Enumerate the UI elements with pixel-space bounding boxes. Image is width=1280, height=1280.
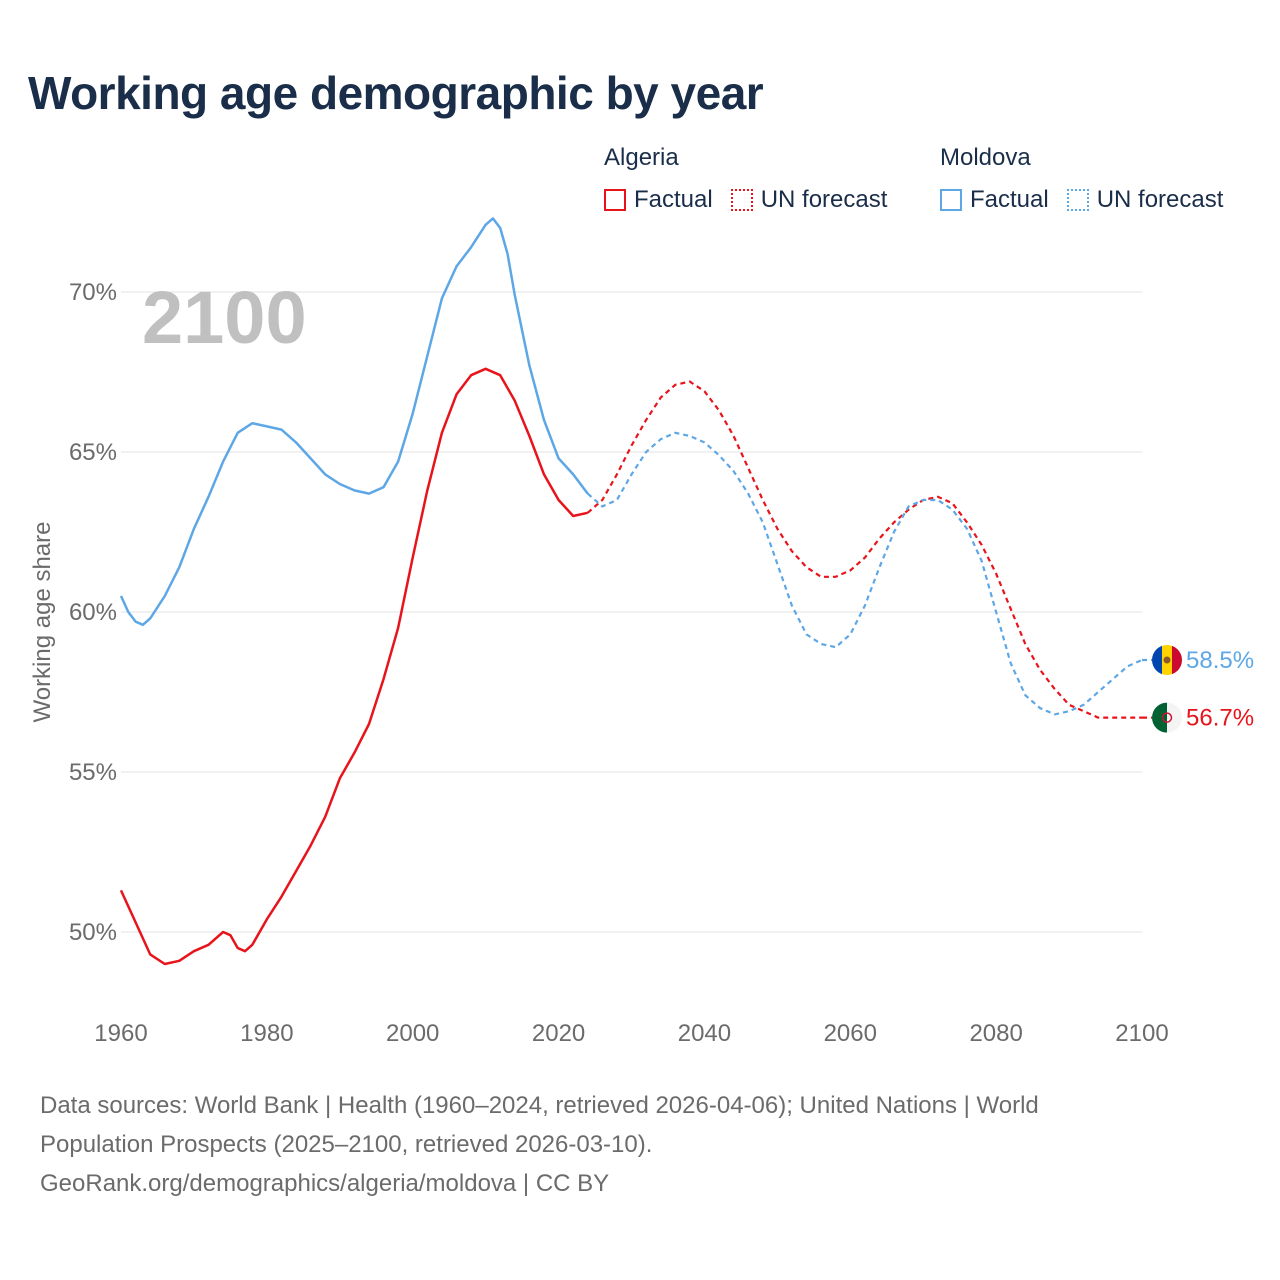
legend-country-algeria: Algeria: [604, 144, 679, 171]
flag-crescent: [1161, 712, 1173, 723]
chart-title: Working age demographic by year: [28, 67, 764, 119]
legend-algeria-factual[interactable]: Factual: [604, 186, 713, 214]
series-end-label-moldova: 58.5%: [1186, 647, 1254, 674]
legend-label: UN forecast: [1096, 186, 1224, 213]
x-tick-label: 2000: [386, 1020, 439, 1047]
footer: Data sources: World Bank | Health (1960–…: [40, 1086, 1240, 1203]
footer-attribution[interactable]: GeoRank.org/demographics/algeria/moldova…: [40, 1170, 610, 1197]
x-tick-label: 2040: [678, 1020, 731, 1047]
legend-label: UN forecast: [760, 186, 888, 213]
y-tick-label: 50%: [69, 919, 117, 946]
series-line-algeria-forecast: [586, 380, 1142, 719]
y-tick-label: 60%: [69, 599, 117, 626]
flag-half-green: [1152, 702, 1167, 733]
flag-stripe-blue: [1152, 645, 1162, 675]
y-tick-label: 55%: [69, 759, 117, 786]
flag-emblem: [1163, 656, 1171, 664]
legend-swatch-solid-icon: [604, 189, 626, 211]
x-tick-label: 2100: [1115, 1020, 1168, 1047]
footer-sources-line1: Data sources: World Bank | Health (1960–…: [40, 1092, 1039, 1119]
y-tick-label: 65%: [69, 439, 117, 466]
legend-swatch-solid-icon: [940, 189, 962, 211]
legend-swatch-dotted-icon: [730, 189, 753, 211]
line-chart: 50% 55% 60% 65% 70% 1960 1980 2000 2020 2040 2060 2…: [29, 217, 1254, 1047]
series-line-moldova-factual: [119, 217, 589, 627]
series-line-algeria-factual: [119, 367, 588, 966]
x-tick-label: 2060: [824, 1020, 877, 1047]
y-tick-label: 70%: [69, 279, 117, 306]
moldova-flag-icon: [1152, 645, 1182, 675]
legend-label: Factual: [970, 186, 1049, 213]
legend-swatch-dotted-icon: [1066, 189, 1089, 211]
flag-stripes: [1152, 645, 1182, 675]
series-line-moldova-forecast: [586, 431, 1143, 716]
year-overlay: 2100: [142, 276, 307, 359]
y-axis-title: Working age share: [29, 522, 56, 723]
legend-moldova-forecast[interactable]: UN forecast: [1066, 186, 1224, 214]
legend-algeria: Algeria Factual UN forecast: [604, 144, 905, 214]
flag-half-white: [1167, 702, 1182, 733]
x-tick-label: 1960: [94, 1020, 147, 1047]
x-tick-label: 2080: [969, 1020, 1022, 1047]
algeria-flag-icon: [1152, 702, 1182, 733]
legend-moldova-factual[interactable]: Factual: [940, 186, 1049, 214]
legend-label: Factual: [634, 186, 713, 213]
flag-stripes: [1152, 702, 1182, 733]
legend-moldova: Moldova Factual UN forecast: [940, 144, 1241, 214]
legend-country-moldova: Moldova: [940, 144, 1031, 171]
x-tick-label: 2020: [532, 1020, 585, 1047]
legend-algeria-forecast[interactable]: UN forecast: [730, 186, 888, 214]
footer-sources-line2: Population Prospects (2025–2100, retriev…: [40, 1131, 653, 1158]
x-tick-label: 1980: [240, 1020, 293, 1047]
flag-stripe-red: [1172, 645, 1182, 675]
series-end-label-algeria: 56.7%: [1186, 705, 1254, 732]
